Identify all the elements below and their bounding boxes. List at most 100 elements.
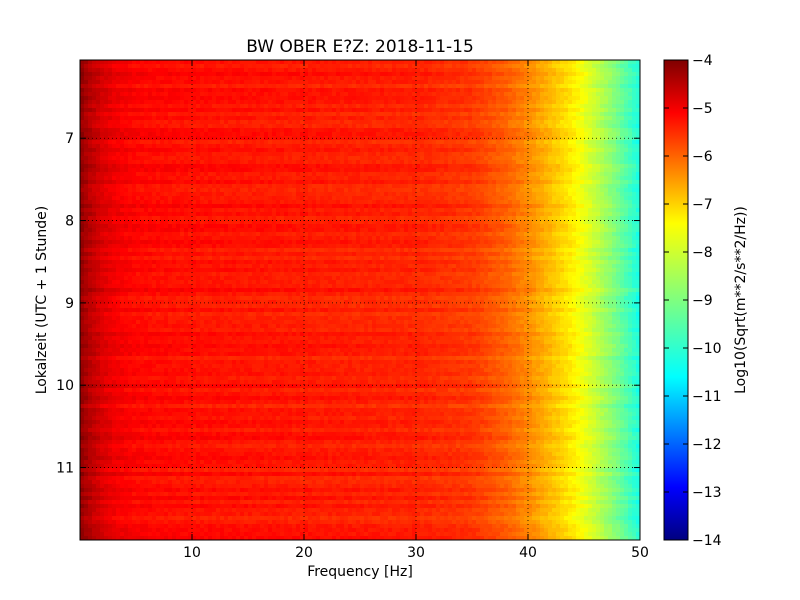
heatmap-cell <box>516 192 521 197</box>
heatmap-cell <box>92 184 97 189</box>
heatmap-cell <box>124 156 129 161</box>
heatmap-cell <box>344 188 349 193</box>
heatmap-cell <box>440 60 445 65</box>
heatmap-cell <box>360 60 365 65</box>
heatmap-cell <box>248 68 253 73</box>
heatmap-cell <box>592 60 597 65</box>
heatmap-cell <box>584 116 589 121</box>
heatmap-cell <box>228 120 233 125</box>
heatmap-cell <box>248 60 253 65</box>
heatmap-cell <box>548 68 553 73</box>
heatmap-cell <box>516 152 521 157</box>
heatmap-cell <box>172 96 177 101</box>
heatmap-cell <box>564 144 569 149</box>
heatmap-cell <box>516 64 521 69</box>
heatmap-cell <box>100 64 105 69</box>
heatmap-cell <box>456 184 461 189</box>
heatmap-cell <box>612 152 617 157</box>
heatmap-cell <box>116 144 121 149</box>
heatmap-cell <box>456 152 461 157</box>
heatmap-cell <box>504 184 509 189</box>
heatmap-cell <box>376 116 381 121</box>
heatmap-cell <box>560 96 565 101</box>
heatmap-cell <box>184 200 189 205</box>
heatmap-cell <box>520 144 525 149</box>
heatmap-cell <box>508 136 513 141</box>
heatmap-cell <box>176 108 181 113</box>
heatmap-cell <box>328 136 333 141</box>
heatmap-cell <box>236 184 241 189</box>
heatmap-cell <box>176 64 181 69</box>
heatmap-cell <box>456 112 461 117</box>
heatmap-cell <box>452 100 457 105</box>
heatmap-cell <box>276 152 281 157</box>
heatmap-cell <box>128 80 133 85</box>
heatmap-cell <box>224 72 229 77</box>
heatmap-cell <box>180 160 185 165</box>
heatmap-cell <box>476 124 481 129</box>
heatmap-cell <box>208 108 213 113</box>
heatmap-cell <box>324 156 329 161</box>
heatmap-cell <box>292 68 297 73</box>
heatmap-cell <box>564 184 569 189</box>
heatmap-cell <box>344 84 349 89</box>
heatmap-cell <box>424 164 429 169</box>
heatmap-cell <box>580 68 585 73</box>
heatmap-cell <box>92 176 97 181</box>
heatmap-cell <box>128 144 133 149</box>
heatmap-cell <box>136 104 141 109</box>
heatmap-cell <box>300 92 305 97</box>
heatmap-cell <box>524 124 529 129</box>
heatmap-cell <box>176 164 181 169</box>
heatmap-cell <box>268 144 273 149</box>
heatmap-cell <box>464 72 469 77</box>
heatmap-cell <box>452 84 457 89</box>
heatmap-cell <box>348 100 353 105</box>
heatmap-cell <box>300 116 305 121</box>
heatmap-cell <box>516 160 521 165</box>
heatmap-cell <box>260 100 265 105</box>
heatmap-cell <box>548 116 553 121</box>
heatmap-cell <box>476 104 481 109</box>
heatmap-cell <box>288 68 293 73</box>
heatmap-cell <box>284 64 289 69</box>
heatmap-cell <box>244 180 249 185</box>
heatmap-cell <box>336 200 341 205</box>
heatmap-cell <box>412 132 417 137</box>
heatmap-cell <box>96 148 101 153</box>
heatmap-cell <box>224 184 229 189</box>
heatmap-cell <box>152 192 157 197</box>
heatmap-cell <box>460 152 465 157</box>
heatmap-cell <box>136 80 141 85</box>
heatmap-cell <box>168 128 173 133</box>
heatmap-cell <box>364 108 369 113</box>
heatmap-cell <box>388 176 393 181</box>
heatmap-cell <box>252 72 257 77</box>
heatmap-cell <box>300 88 305 93</box>
heatmap-cell <box>260 156 265 161</box>
heatmap-cell <box>448 76 453 81</box>
heatmap-cell <box>124 68 129 73</box>
heatmap-cell <box>264 156 269 161</box>
heatmap-cell <box>120 184 125 189</box>
heatmap-cell <box>360 172 365 177</box>
heatmap-cell <box>380 80 385 85</box>
heatmap-cell <box>84 124 89 129</box>
heatmap-cell <box>484 128 489 133</box>
heatmap-cell <box>348 164 353 169</box>
heatmap-cell <box>608 88 613 93</box>
heatmap-cell <box>524 76 529 81</box>
heatmap-cell <box>148 76 153 81</box>
heatmap-cell <box>180 60 185 65</box>
heatmap-cell <box>404 80 409 85</box>
heatmap-cell <box>252 180 257 185</box>
heatmap-cell <box>512 64 517 69</box>
heatmap-cell <box>328 180 333 185</box>
heatmap-cell <box>324 160 329 165</box>
heatmap-cell <box>516 72 521 77</box>
heatmap-cell <box>120 68 125 73</box>
heatmap-cell <box>612 80 617 85</box>
heatmap-cell <box>452 120 457 125</box>
heatmap-cell <box>96 84 101 89</box>
heatmap-cell <box>612 68 617 73</box>
